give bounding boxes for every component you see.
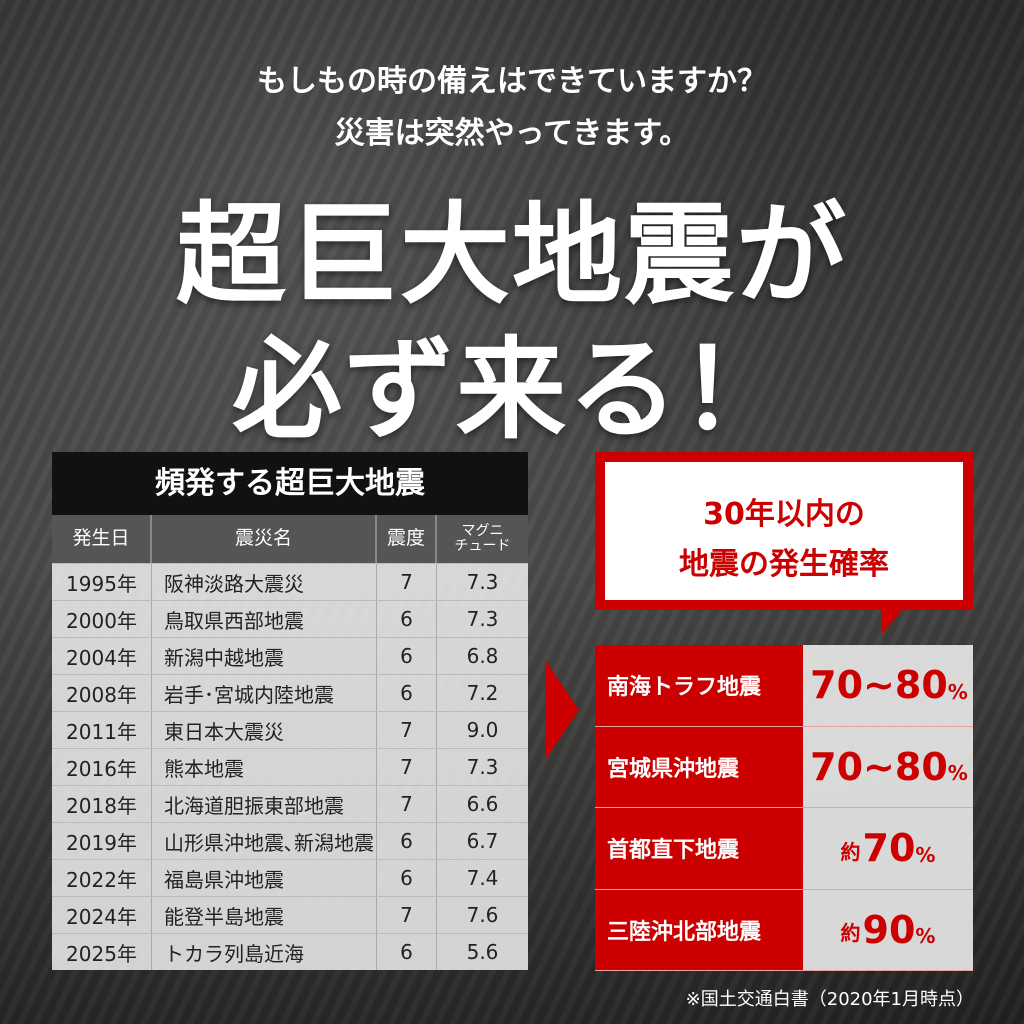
callout-tail [882, 608, 904, 634]
cell-intensity: 6 [377, 675, 437, 711]
value-unit: % [947, 761, 968, 785]
probability-row: 南海トラフ地震 70~80% [595, 645, 973, 727]
cell-date: 2024年 [52, 897, 152, 933]
cell-name: 福島県沖地震 [152, 860, 377, 896]
cell-name: 山形県沖地震､新潟地震 [152, 823, 377, 859]
earthquake-table: 頻発する超巨大地震 発生日 震災名 震度 マグニ チュード 1995年 阪神淡路大… [52, 452, 528, 970]
main-headline-2: 必ず来る！ [232, 326, 792, 454]
table-row: 2024年 能登半島地震 7 7.6 [52, 896, 528, 933]
probability-table: 南海トラフ地震 70~80% 宮城県沖地震 70~80% 首都直下地震約 70% 三陸沖北部… [595, 645, 973, 971]
table-row: 2016年 熊本地震 7 7.3 [52, 748, 528, 785]
cell-intensity: 7 [377, 897, 437, 933]
cell-magnitude: 6.6 [466, 792, 499, 816]
probability-row: 首都直下地震約 70% [595, 808, 973, 890]
cell-name: 阪神淡路大震災 [152, 564, 377, 600]
table-row: 2025年 トカラ列島近海 6 5.6 [52, 933, 528, 970]
table-row: 2011年 東日本大震災 7 9.0 [52, 711, 528, 748]
cell-intensity: 7 [377, 564, 437, 600]
table-row: 2000年 鳥取県西部地震 6 7.3 [52, 600, 528, 637]
quake-name: 三陸沖北部地震 [595, 889, 803, 970]
header-magnitude: マグニ チュード [454, 523, 511, 554]
table-row: 2008年 岩手･宮城内陸地震 6 7.2 [52, 674, 528, 711]
cell-intensity: 7 [377, 749, 437, 785]
cell-magnitude: 7.4 [466, 866, 499, 890]
value-prefix: 約 [840, 921, 861, 945]
arrow-right-icon [545, 660, 579, 760]
quake-name: 南海トラフ地震 [595, 645, 803, 726]
table-header: 発生日 震災名 震度 マグニ チュード [52, 515, 528, 563]
cell-name: 能登半島地震 [152, 897, 377, 933]
value-prefix: 約 [840, 839, 861, 864]
value-unit: % [915, 842, 936, 867]
cell-intensity: 6 [377, 860, 437, 896]
cell-intensity: 6 [377, 601, 437, 637]
cell-magnitude: 5.6 [466, 940, 499, 964]
cell-magnitude: 7.6 [466, 903, 499, 927]
value-unit: % [947, 679, 968, 704]
cell-intensity: 6 [377, 934, 437, 970]
value-number: 90 [862, 907, 916, 952]
table-row: 2022年 福島県沖地震 6 7.4 [52, 859, 528, 896]
cell-magnitude: 7.3 [466, 570, 499, 594]
table-row: 2018年 北海道胆振東部地震 7 6.6 [52, 785, 528, 822]
subheadline-2: 災害は突然やってきます。 [334, 116, 690, 151]
footnote: ※国土交通白書（2020年1月時点） [685, 989, 974, 1010]
cell-date: 2019年 [52, 823, 152, 859]
cell-intensity: 6 [377, 823, 437, 859]
table-row: 2004年 新潟中越地震 6 6.8 [52, 637, 528, 674]
value-number: 70 [862, 826, 916, 871]
cell-magnitude: 6.8 [466, 644, 499, 668]
cell-magnitude: 7.3 [466, 607, 499, 631]
cell-name: 北海道胆振東部地震 [152, 786, 377, 822]
cell-name: 東日本大震災 [152, 712, 377, 748]
cell-intensity: 6 [377, 638, 437, 674]
table-row: 1995年 阪神淡路大震災 7 7.3 [52, 563, 528, 600]
probability-value: 約 90% [803, 889, 973, 970]
quake-name: 首都直下地震 [595, 808, 803, 889]
cell-name: 岩手･宮城内陸地震 [152, 675, 377, 711]
cell-intensity: 7 [377, 712, 437, 748]
cell-name: トカラ列島近海 [152, 934, 377, 970]
header-name: 震災名 [152, 515, 377, 563]
table-row: 2019年 山形県沖地震､新潟地震 6 6.7 [52, 822, 528, 859]
cell-magnitude: 6.7 [466, 829, 499, 853]
cell-name: 鳥取県西部地震 [152, 601, 377, 637]
value-unit: % [915, 924, 936, 948]
cell-magnitude: 7.2 [466, 681, 499, 705]
probability-callout: 30年以内の 地震の発生確率 [595, 452, 973, 610]
callout-title-2: 地震の発生確率 [679, 547, 889, 582]
cell-date: 1995年 [52, 564, 152, 600]
probability-value: 70~80% [803, 726, 973, 807]
cell-date: 2008年 [52, 675, 152, 711]
callout-title-1: 30年以内の [703, 497, 865, 532]
cell-date: 2022年 [52, 860, 152, 896]
cell-date: 2000年 [52, 601, 152, 637]
header-date: 発生日 [52, 515, 152, 563]
header-intensity: 震度 [377, 515, 437, 563]
main-headline-1: 超巨大地震が [176, 191, 848, 319]
table-title: 頻発する超巨大地震 [52, 452, 528, 515]
cell-date: 2025年 [52, 934, 152, 970]
value-number: 70~80 [810, 744, 948, 789]
subheadline-1: もしもの時の備えはできていますか？ [257, 64, 767, 99]
probability-row: 三陸沖北部地震約 90% [595, 889, 973, 971]
probability-row: 宮城県沖地震 70~80% [595, 726, 973, 808]
cell-name: 熊本地震 [152, 749, 377, 785]
probability-value: 約 70% [803, 808, 973, 889]
cell-intensity: 7 [377, 786, 437, 822]
value-number: 70~80 [810, 663, 948, 708]
cell-date: 2018年 [52, 786, 152, 822]
quake-name: 宮城県沖地震 [595, 726, 803, 807]
cell-name: 新潟中越地震 [152, 638, 377, 674]
cell-date: 2016年 [52, 749, 152, 785]
cell-date: 2004年 [52, 638, 152, 674]
cell-date: 2011年 [52, 712, 152, 748]
cell-magnitude: 7.3 [466, 755, 499, 779]
probability-value: 70~80% [803, 645, 973, 726]
cell-magnitude: 9.0 [466, 718, 499, 742]
